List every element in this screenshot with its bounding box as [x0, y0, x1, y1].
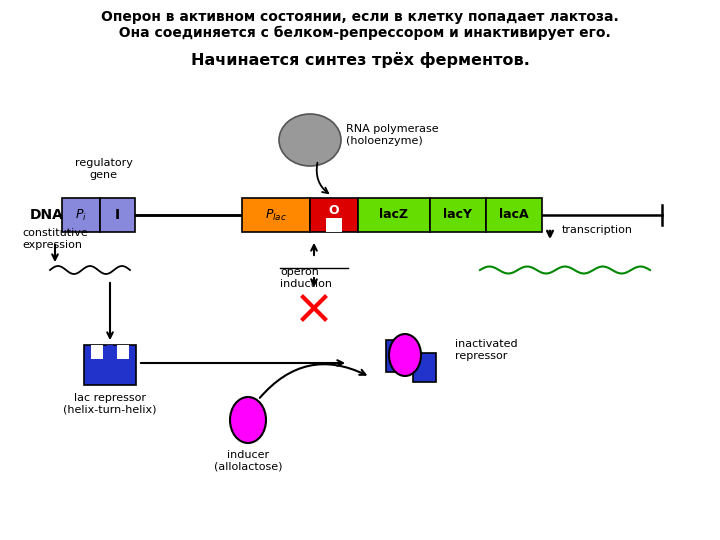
- Text: $P_i$: $P_i$: [75, 207, 87, 222]
- Text: DNA: DNA: [30, 208, 64, 222]
- Text: Оперон в активном состоянии, если в клетку попадает лактоза.: Оперон в активном состоянии, если в клет…: [101, 10, 619, 24]
- FancyBboxPatch shape: [333, 210, 343, 218]
- Text: $P_{lac}$: $P_{lac}$: [265, 207, 287, 222]
- FancyBboxPatch shape: [91, 345, 103, 359]
- FancyBboxPatch shape: [486, 198, 542, 232]
- FancyBboxPatch shape: [413, 353, 436, 382]
- FancyBboxPatch shape: [430, 198, 486, 232]
- FancyBboxPatch shape: [325, 210, 335, 218]
- FancyBboxPatch shape: [84, 345, 136, 385]
- FancyBboxPatch shape: [326, 216, 342, 232]
- Text: constitutive
expression: constitutive expression: [22, 228, 88, 249]
- FancyBboxPatch shape: [242, 198, 310, 232]
- Ellipse shape: [230, 397, 266, 443]
- FancyBboxPatch shape: [417, 341, 426, 351]
- Ellipse shape: [389, 334, 421, 376]
- FancyBboxPatch shape: [62, 198, 100, 232]
- FancyBboxPatch shape: [310, 198, 358, 232]
- Ellipse shape: [279, 114, 341, 166]
- Text: inducer
(allolactose): inducer (allolactose): [214, 450, 282, 471]
- Text: lac repressor
(helix-turn-helix): lac repressor (helix-turn-helix): [63, 393, 157, 415]
- Text: regulatory
gene: regulatory gene: [75, 158, 132, 180]
- Text: Начинается синтез трёх ферментов.: Начинается синтез трёх ферментов.: [191, 52, 529, 68]
- FancyBboxPatch shape: [397, 341, 405, 351]
- Text: operon
induction: operon induction: [280, 267, 332, 288]
- Text: O: O: [329, 205, 339, 218]
- Text: transcription: transcription: [562, 225, 633, 235]
- Text: I: I: [115, 208, 120, 222]
- Text: RNA polymerase
(holoenzyme): RNA polymerase (holoenzyme): [346, 124, 438, 146]
- Text: lacY: lacY: [444, 208, 472, 221]
- Text: lacZ: lacZ: [379, 208, 408, 221]
- FancyBboxPatch shape: [107, 345, 113, 353]
- FancyBboxPatch shape: [358, 198, 430, 232]
- FancyBboxPatch shape: [386, 340, 411, 373]
- FancyBboxPatch shape: [117, 345, 129, 359]
- FancyBboxPatch shape: [100, 198, 135, 232]
- Text: lacA: lacA: [499, 208, 528, 221]
- Text: Она соединяется с белком-репрессором и инактивирует его.: Она соединяется с белком-репрессором и и…: [109, 26, 611, 40]
- Text: inactivated
repressor: inactivated repressor: [455, 339, 518, 361]
